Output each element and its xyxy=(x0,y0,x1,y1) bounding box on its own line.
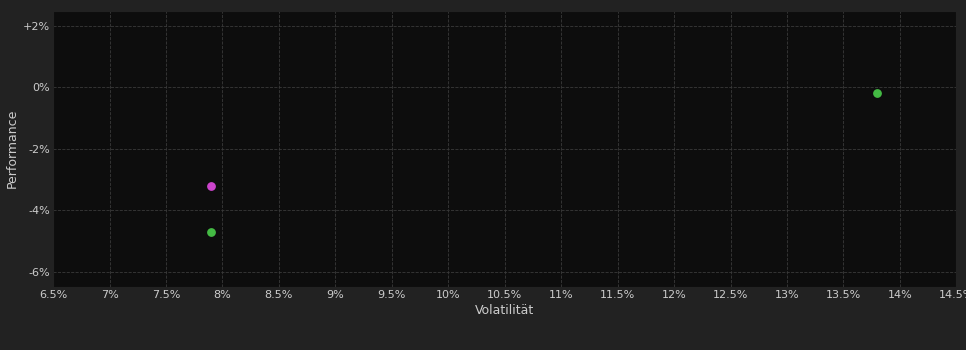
Y-axis label: Performance: Performance xyxy=(6,109,19,188)
Point xyxy=(204,183,219,188)
Point xyxy=(204,229,219,234)
X-axis label: Volatilität: Volatilität xyxy=(475,304,534,317)
Point xyxy=(869,91,885,96)
